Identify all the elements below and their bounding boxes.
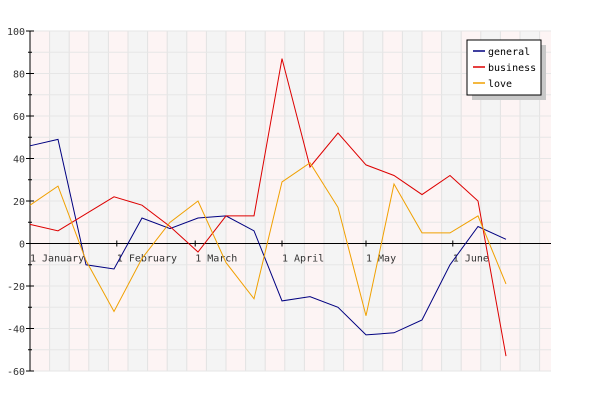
data-point-general <box>421 319 423 321</box>
data-point-business <box>505 355 507 357</box>
data-point-love <box>29 204 31 206</box>
data-point-love <box>281 181 283 183</box>
data-point-business <box>253 215 255 217</box>
series-lines <box>29 57 507 357</box>
data-point-business <box>141 204 143 206</box>
data-point-love <box>505 283 507 285</box>
data-point-general <box>393 332 395 334</box>
series-line-general <box>29 138 507 336</box>
data-point-general <box>141 217 143 219</box>
legend: general business love <box>466 39 546 100</box>
data-point-business <box>85 213 87 215</box>
data-point-general <box>449 264 451 266</box>
data-point-general <box>309 295 311 297</box>
series-line-love <box>29 162 507 316</box>
data-point-business <box>281 57 283 59</box>
data-point-general <box>505 238 507 240</box>
data-point-business <box>57 230 59 232</box>
data-point-love <box>57 185 59 187</box>
x-tick-label: 1 May <box>366 254 396 265</box>
data-point-love <box>253 298 255 300</box>
y-tick-label: -20 <box>7 282 25 293</box>
y-axis-ticks: -60 -40 -20 0 20 40 60 80 100 <box>7 27 34 378</box>
data-point-general <box>337 306 339 308</box>
x-tick-label: 1 January <box>30 254 84 265</box>
data-point-business <box>449 174 451 176</box>
x-tick-label: 1 February <box>117 254 177 265</box>
data-point-love <box>393 183 395 185</box>
y-tick-label: -60 <box>7 367 25 378</box>
data-point-business <box>197 251 199 253</box>
data-point-general <box>477 225 479 227</box>
data-point-general <box>29 145 31 147</box>
data-point-general <box>85 264 87 266</box>
data-point-business <box>365 164 367 166</box>
data-point-love <box>477 215 479 217</box>
y-tick-label: 80 <box>13 70 25 81</box>
data-point-business <box>309 166 311 168</box>
y-tick-label: 20 <box>13 197 25 208</box>
data-point-general <box>253 230 255 232</box>
x-tick-label: 1 April <box>282 254 324 265</box>
data-point-business <box>337 132 339 134</box>
data-point-general <box>197 217 199 219</box>
series-line-business <box>29 58 507 357</box>
data-point-general <box>365 334 367 336</box>
data-point-general <box>281 300 283 302</box>
data-point-business <box>169 225 171 227</box>
data-point-love <box>197 200 199 202</box>
data-point-love <box>141 257 143 259</box>
data-point-general <box>57 138 59 140</box>
data-point-love <box>421 232 423 234</box>
legend-label-love: love <box>488 79 512 90</box>
y-tick-label: 60 <box>13 112 25 123</box>
grid-lines <box>30 30 551 372</box>
data-point-love <box>365 315 367 317</box>
legend-label-business: business <box>488 63 536 74</box>
x-tick-label: 1 March <box>195 254 237 265</box>
y-tick-label: -40 <box>7 325 25 336</box>
data-point-business <box>113 196 115 198</box>
y-tick-label: 100 <box>7 27 25 38</box>
data-point-business <box>393 174 395 176</box>
data-point-love <box>85 259 87 261</box>
data-point-business <box>225 215 227 217</box>
data-point-love <box>113 310 115 312</box>
y-tick-label: 0 <box>19 240 25 251</box>
data-point-business <box>477 200 479 202</box>
data-point-general <box>113 268 115 270</box>
data-point-love <box>309 162 311 164</box>
x-tick-label: 1 June <box>453 254 489 265</box>
data-point-love <box>169 221 171 223</box>
y-tick-label: 40 <box>13 155 25 166</box>
data-point-love <box>449 232 451 234</box>
x-axis-ticks: 1 January 1 February 1 March 1 April 1 May 1 … <box>29 240 489 265</box>
data-point-love <box>225 261 227 263</box>
legend-label-general: general <box>488 47 530 58</box>
data-point-business <box>29 223 31 225</box>
data-point-love <box>337 206 339 208</box>
data-point-business <box>421 193 423 195</box>
